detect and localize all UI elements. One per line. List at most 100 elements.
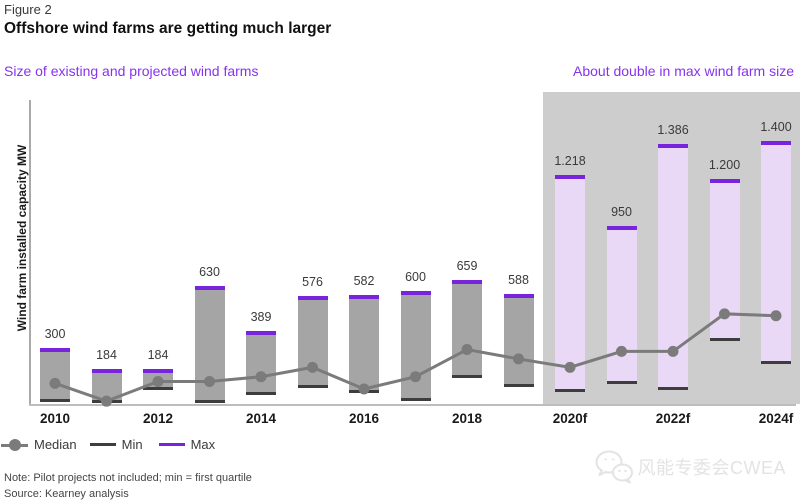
subtitle-left: Size of existing and projected wind farm… [4,63,259,79]
bar-value-label: 600 [405,270,426,285]
x-tick-2010: 2010 [39,411,71,426]
bar-range-fill [503,297,534,387]
bar-range-fill [452,284,482,377]
min-tick [297,385,328,389]
bar-value-label: 588 [508,272,529,287]
max-cap [143,369,173,374]
bar-2014 [246,330,276,395]
bar-value-label: 1.200 [708,157,741,172]
min-tick [91,400,122,404]
bar-2011 [91,369,122,404]
bar-range-fill [658,147,688,389]
y-axis-line [29,100,31,404]
min-tick [246,391,276,395]
bar-value-label: 184 [147,348,169,363]
min-tick [555,388,585,392]
max-cap [40,347,70,352]
bar-2019 [503,293,534,388]
bar-2013 [194,285,225,404]
legend-label-median: Median [34,437,77,452]
bar-value-label: 1.386 [657,122,689,137]
max-cap [761,141,791,145]
max-cap [297,295,328,300]
bar-value-label: 300 [44,326,66,341]
x-axis-line [29,404,796,406]
bar-value-label: 630 [199,264,220,279]
min-tick [349,389,379,393]
bar-value-label: 659 [456,259,478,274]
max-cap [452,280,482,285]
bar-2023f [709,178,740,342]
subtitle-right: About double in max wind farm size [573,63,794,79]
legend-item-min: Min [89,437,143,452]
max-cap [503,293,534,298]
wechat-icon [595,450,633,484]
median-swatch-icon [1,438,28,451]
bar-range-fill [297,299,328,388]
min-tick [658,386,688,390]
max-swatch-icon [158,442,185,447]
bar-2015 [297,295,328,389]
bar-value-label: 1.218 [554,154,586,169]
bar-2010 [40,347,70,403]
bar-range-fill [194,289,225,403]
bar-2021f [606,225,637,385]
bar-range-fill [40,351,70,402]
max-cap [709,178,740,183]
min-tick [194,400,225,404]
figure-label: Figure 2 [4,2,52,17]
max-cap [555,175,585,180]
min-tick [761,360,791,364]
max-cap [349,294,379,299]
bar-range-fill [246,334,276,394]
x-tick-2014: 2014 [245,411,277,426]
max-cap [606,225,637,230]
bar-range-fill [606,229,637,384]
watermark: 风能专委会CWEA [594,450,787,484]
legend-label-min: Min [121,437,143,452]
legend-label-max: Max [190,437,216,452]
max-cap [194,285,225,290]
bar-2022f [658,143,688,390]
x-tick-2016: 2016 [348,411,380,426]
x-tick-2018: 2018 [451,411,483,426]
legend-item-median: Median [1,437,77,452]
min-tick [40,399,70,403]
figure-title: Offshore wind farms are getting much lar… [4,20,332,37]
x-tick-2020f: 2020f [552,411,588,426]
x-tick-2012: 2012 [142,411,174,426]
min-tick [606,381,637,385]
max-cap [400,291,431,296]
min-tick [709,338,740,342]
bar-range-fill [709,182,740,341]
min-tick [503,384,534,388]
bar-value-label: 576 [302,274,323,289]
bar-value-label: 389 [250,309,272,324]
bar-2012 [143,369,173,390]
bar-value-label: 950 [611,204,632,219]
chart-legend: Median Min Max [1,437,215,452]
min-tick [400,398,431,402]
bar-value-label: 582 [353,273,375,288]
min-tick [452,374,482,378]
bar-range-fill [555,179,585,391]
min-swatch-icon [89,443,116,446]
x-tick-2024f: 2024f [758,411,794,426]
bar-2018 [452,280,482,378]
y-axis-label: Wind farm installed capacity MW [15,144,29,332]
bar-2020f [555,175,585,392]
bar-2017 [400,291,431,402]
source-text: Source: Kearney analysis [4,488,129,500]
bar-range-fill [761,145,791,363]
bar-value-label: 1.400 [760,120,792,134]
watermark-text: 风能专委会CWEA [637,458,786,478]
max-cap [246,330,276,335]
legend-item-max: Max [158,437,216,452]
note-text: Note: Pilot projects not included; min =… [4,472,252,484]
min-tick [143,386,173,390]
bar-2016 [349,294,379,393]
bar-range-fill [349,298,379,392]
bar-range-fill [91,373,122,403]
bar-2024f [761,141,791,364]
